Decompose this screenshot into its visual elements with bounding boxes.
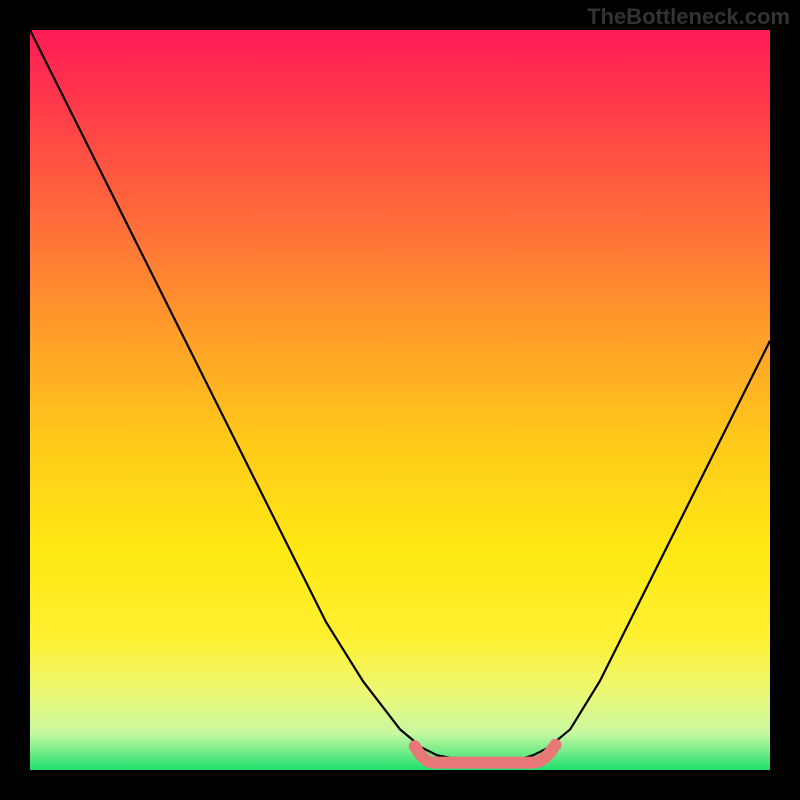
watermark-text: TheBottleneck.com	[587, 4, 790, 30]
highlight-dot	[549, 739, 561, 751]
plot-background	[30, 30, 770, 770]
chart-svg	[0, 0, 800, 800]
highlight-dot	[409, 740, 421, 752]
chart-container: TheBottleneck.com	[0, 0, 800, 800]
